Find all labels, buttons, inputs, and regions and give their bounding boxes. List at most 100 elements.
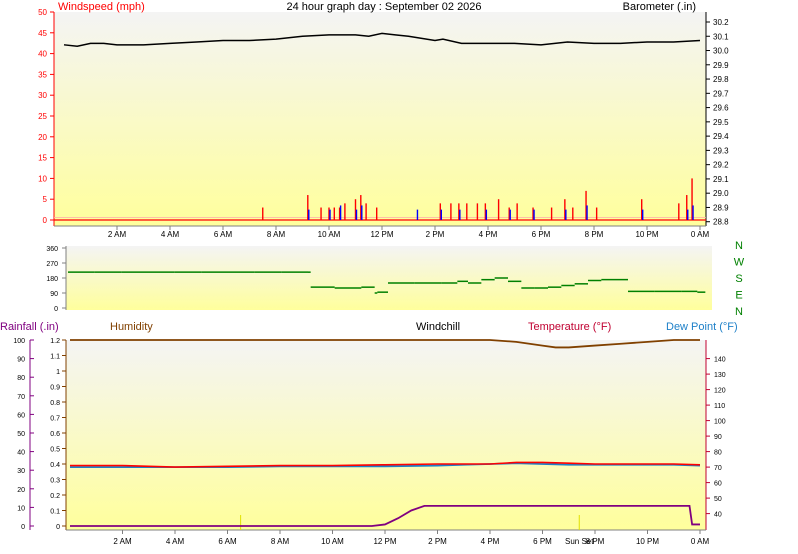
top-x-tick-label: 6 AM — [214, 230, 233, 239]
bottom-x-tick-label: 6 PM — [533, 537, 552, 546]
bottom-x-tick-label: 2 AM — [113, 537, 132, 546]
windspeed-tick-label: 30 — [38, 91, 47, 100]
windspeed-tick-label: 35 — [38, 70, 47, 79]
rainfall-outer-tick-label: 40 — [17, 450, 25, 457]
barometer-tick-label: 29.3 — [713, 146, 729, 155]
humidity-axis-label: Humidity — [110, 321, 153, 333]
top-x-tick-label: 10 PM — [635, 230, 658, 239]
bottom-x-tick-label: 10 AM — [321, 537, 344, 546]
humidity-inner-tick-label: 0.7 — [50, 416, 60, 423]
bottom-x-tick-label: 10 PM — [636, 537, 659, 546]
bottom-x-tick-label: 8 PM — [586, 537, 605, 546]
rainfall-outer-tick-label: 30 — [17, 468, 25, 475]
top-panel-bg — [54, 12, 706, 226]
top-x-tick-label: 4 AM — [161, 230, 180, 239]
rainfall-outer-tick-label: 20 — [17, 487, 25, 494]
humidity-inner-tick-label: 0 — [56, 524, 60, 531]
barometer-tick-label: 29.8 — [713, 75, 729, 84]
barometer-tick-label: 29.0 — [713, 189, 729, 198]
temperature-tick-label: 50 — [714, 496, 722, 503]
barometer-tick-label: 29.4 — [713, 132, 729, 141]
bottom-x-tick-label: 6 AM — [218, 537, 237, 546]
barometer-tick-label: 29.2 — [713, 161, 729, 170]
direction-tick-label: 90 — [50, 291, 58, 298]
windchill-label: Windchill — [416, 321, 460, 333]
chart-title: 24 hour graph day : September 02 2026 — [286, 1, 481, 13]
barometer-tick-label: 29.9 — [713, 61, 729, 70]
rainfall-outer-tick-label: 60 — [17, 412, 25, 419]
rainfall-axis-label: Rainfall (.in) — [0, 321, 59, 333]
barometer-tick-label: 30.0 — [713, 47, 729, 56]
rainfall-outer-tick-label: 90 — [17, 357, 25, 364]
direction-letter: E — [735, 290, 742, 302]
top-x-tick-label: 8 PM — [585, 230, 604, 239]
temperature-tick-label: 80 — [714, 450, 722, 457]
humidity-line — [70, 339, 700, 349]
top-x-tick-label: 2 PM — [426, 230, 445, 239]
windspeed-tick-label: 40 — [38, 50, 47, 59]
temperature-line — [70, 461, 701, 468]
top-x-tick-label: 2 AM — [108, 230, 127, 239]
barometer-line — [63, 32, 701, 47]
temperature-tick-label: 130 — [714, 372, 726, 379]
humidity-inner-tick-label: 0.1 — [50, 509, 60, 516]
barometer-tick-label: 29.5 — [713, 118, 729, 127]
barometer-tick-label: 28.9 — [713, 203, 729, 212]
top-x-tick-label: 0 AM — [691, 230, 710, 239]
top-x-tick-label: 10 AM — [318, 230, 341, 239]
bottom-x-tick-label: 0 AM — [691, 537, 710, 546]
temperature-tick-label: 90 — [714, 434, 722, 441]
top-x-tick-label: 6 PM — [532, 230, 551, 239]
windspeed-tick-label: 50 — [38, 8, 47, 17]
sun-set-label: Sun Set — [565, 537, 594, 546]
temperature-tick-label: 70 — [714, 465, 722, 472]
humidity-inner-tick-label: 0.2 — [50, 493, 60, 500]
temperature-tick-label: 110 — [714, 403, 725, 410]
bottom-x-tick-label: 12 PM — [373, 537, 396, 546]
direction-letter: W — [734, 257, 745, 269]
humidity-inner-tick-label: 0.5 — [50, 447, 60, 454]
barometer-axis-label: Barometer (.in) — [623, 1, 696, 13]
temperature-tick-label: 120 — [714, 388, 726, 395]
rainfall-outer-tick-label: 0 — [21, 524, 25, 531]
direction-letter: N — [735, 306, 743, 318]
rainfall-outer-tick-label: 80 — [17, 375, 25, 382]
humidity-inner-tick-label: 0.4 — [50, 462, 60, 469]
chart-marks: 0510152025303540455028.828.929.029.129.2… — [13, 8, 729, 546]
barometer-tick-label: 29.6 — [713, 104, 729, 113]
windspeed-tick-label: 20 — [38, 133, 47, 142]
barometer-tick-label: 30.2 — [713, 18, 729, 27]
bottom-x-tick-label: 4 AM — [166, 537, 185, 546]
barometer-tick-label: 29.1 — [713, 175, 729, 184]
dewpoint-axis-label: Dew Point (°F) — [666, 321, 738, 333]
humidity-inner-tick-label: 0.9 — [50, 385, 60, 392]
temperature-axis-label: Temperature (°F) — [528, 321, 611, 333]
bottom-x-tick-label: 2 PM — [428, 537, 447, 546]
rainfall-outer-tick-label: 70 — [17, 394, 25, 401]
humidity-inner-tick-label: 1.1 — [50, 354, 60, 361]
direction-letter: S — [735, 273, 742, 285]
rainfall-outer-tick-label: 10 — [17, 505, 25, 512]
humidity-inner-tick-label: 0.8 — [50, 400, 60, 407]
top-x-tick-label: 4 PM — [479, 230, 498, 239]
rainfall-outer-tick-label: 100 — [13, 338, 25, 345]
top-x-tick-label: 8 AM — [267, 230, 286, 239]
windspeed-axis-label: Windspeed (mph) — [58, 1, 145, 13]
windspeed-tick-label: 10 — [38, 174, 47, 183]
temperature-tick-label: 40 — [714, 512, 722, 519]
temperature-tick-label: 100 — [714, 419, 726, 426]
temperature-tick-label: 140 — [714, 357, 726, 364]
bottom-x-tick-label: 4 PM — [481, 537, 500, 546]
top-x-tick-label: 12 PM — [370, 230, 393, 239]
direction-letter: N — [735, 240, 743, 252]
humidity-inner-tick-label: 1.2 — [50, 338, 60, 345]
windspeed-tick-label: 45 — [38, 29, 47, 38]
rainfall-outer-tick-label: 50 — [17, 431, 25, 438]
windspeed-tick-label: 15 — [38, 154, 47, 163]
direction-tick-label: 0 — [54, 306, 58, 313]
direction-panel-bg — [66, 246, 712, 310]
barometer-tick-label: 29.7 — [713, 89, 729, 98]
